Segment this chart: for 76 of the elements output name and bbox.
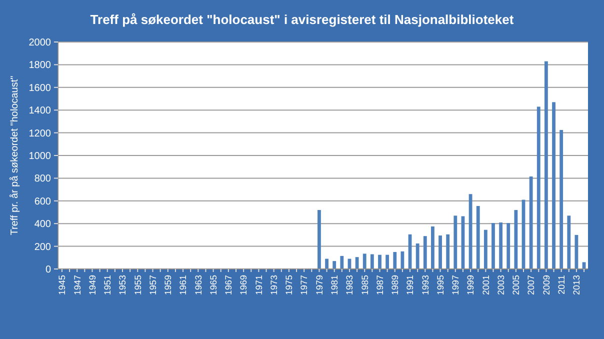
y-tick-label: 400 xyxy=(34,219,52,230)
bar xyxy=(454,216,458,269)
x-tick-label: 1979 xyxy=(314,275,324,296)
bar xyxy=(423,236,427,269)
x-tick-label: 1955 xyxy=(132,275,143,296)
bar xyxy=(325,258,328,269)
bar xyxy=(416,243,420,269)
x-tick-label: 1997 xyxy=(450,275,461,296)
x-tick-label: 1957 xyxy=(148,275,158,296)
x-tick-label: 1947 xyxy=(72,275,82,296)
bar xyxy=(340,256,344,269)
y-tick-label: 1400 xyxy=(28,106,52,117)
bar xyxy=(386,254,390,269)
bar xyxy=(552,102,556,269)
x-tick-label: 2011 xyxy=(556,275,566,294)
bar xyxy=(544,61,548,269)
bar xyxy=(400,251,404,269)
bar xyxy=(499,222,503,269)
x-tick-label: 1977 xyxy=(299,275,310,296)
bar xyxy=(560,130,564,269)
bar xyxy=(362,254,366,269)
bar xyxy=(378,254,382,269)
bar xyxy=(393,252,397,269)
x-tick-label: 1975 xyxy=(284,275,294,296)
x-tick-label: 1985 xyxy=(360,275,370,296)
y-tick-label: 800 xyxy=(34,174,52,185)
x-tick-label: 1959 xyxy=(163,275,174,296)
x-tick-label: 1963 xyxy=(193,275,204,296)
x-tick-label: 1945 xyxy=(57,275,68,296)
x-tick-label: 2007 xyxy=(526,275,536,296)
bar xyxy=(476,206,480,269)
x-tick-label: 2009 xyxy=(541,275,552,296)
bar xyxy=(506,223,510,269)
x-tick-label: 1967 xyxy=(224,275,234,296)
x-tick-label: 1965 xyxy=(208,275,218,296)
bar xyxy=(318,210,321,269)
bar xyxy=(529,176,533,269)
x-tick-label: 1989 xyxy=(390,275,400,296)
x-tick-label: 1971 xyxy=(254,275,264,296)
x-tick-label: 1999 xyxy=(466,275,476,296)
x-tick-label: 1969 xyxy=(238,275,249,296)
x-tick-label: 2013 xyxy=(572,275,582,296)
bar xyxy=(492,223,495,269)
x-tick-label: 1951 xyxy=(102,275,113,296)
x-tick-label: 1991 xyxy=(405,275,416,296)
x-tick-label: 2001 xyxy=(480,275,491,296)
bar xyxy=(438,236,442,269)
x-tick-label: 1953 xyxy=(118,275,128,296)
bar xyxy=(446,234,450,269)
bar xyxy=(567,216,571,269)
x-tick-label: 1961 xyxy=(178,275,188,296)
bar xyxy=(514,210,518,269)
bar xyxy=(332,261,336,269)
y-tick-label: 1600 xyxy=(28,82,52,94)
bar xyxy=(536,106,540,269)
y-tick-label: 1000 xyxy=(28,151,52,162)
x-tick-label: 2005 xyxy=(511,275,522,296)
chart-title: Treff på søkeordet "holocaust" i avisregisteret til Nasjonalbiblioteket xyxy=(90,12,514,27)
x-tick-label: 1987 xyxy=(374,275,385,296)
x-tick-label: 1949 xyxy=(87,275,98,296)
bar xyxy=(484,230,488,269)
x-tick-label: 2003 xyxy=(496,275,506,296)
y-tick-label: 200 xyxy=(34,242,52,253)
y-tick-label: 1800 xyxy=(28,60,52,72)
y-tick-label: 2000 xyxy=(28,38,52,48)
bar xyxy=(370,254,374,269)
y-axis-title: Treff pr. år på søkeordet "holocaust" xyxy=(8,75,20,236)
y-tick-label: 0 xyxy=(45,264,52,276)
y-tick-label: 1200 xyxy=(28,128,52,140)
x-tick-label: 1995 xyxy=(435,275,446,296)
x-tick-label: 1973 xyxy=(268,275,279,296)
x-tick-label: 1983 xyxy=(344,275,355,296)
x-tick-label: 1981 xyxy=(330,275,340,296)
x-tick-label: 1993 xyxy=(420,275,430,296)
bar xyxy=(431,226,434,269)
y-tick-label: 600 xyxy=(34,196,52,208)
